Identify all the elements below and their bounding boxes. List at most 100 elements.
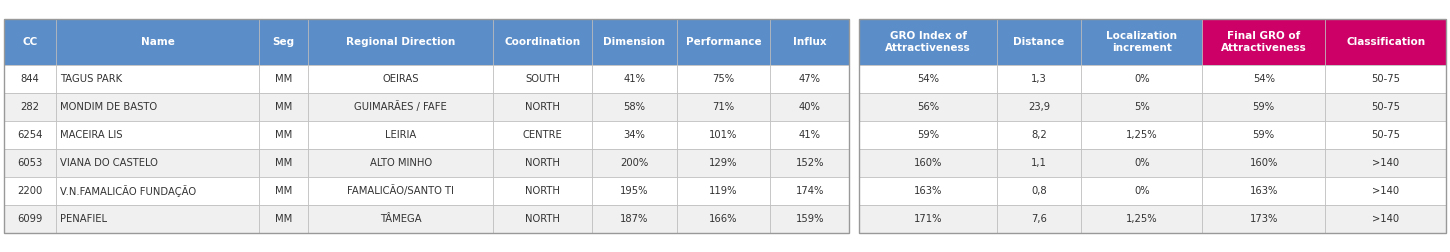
Text: 56%: 56% [916, 102, 940, 112]
Bar [1082, 65, 1202, 93]
Bar [260, 149, 309, 177]
Bar [309, 65, 493, 93]
Bar [770, 121, 850, 149]
Text: 50-75: 50-75 [1372, 130, 1401, 140]
Text: >140: >140 [1372, 158, 1399, 168]
Text: FAMALICÃO/SANTO TI: FAMALICÃO/SANTO TI [347, 185, 454, 197]
Bar [860, 177, 996, 205]
Text: Regional Direction: Regional Direction [347, 37, 455, 47]
Text: Distance: Distance [1014, 37, 1064, 47]
Text: 160%: 160% [1250, 158, 1277, 168]
Bar [860, 19, 1446, 233]
Text: >140: >140 [1372, 186, 1399, 196]
Bar [592, 93, 677, 121]
Bar [677, 205, 770, 233]
Bar [4, 149, 57, 177]
Bar [260, 65, 309, 93]
Bar [592, 177, 677, 205]
Text: 59%: 59% [1253, 102, 1275, 112]
Text: NORTH: NORTH [525, 186, 560, 196]
Bar [860, 205, 996, 233]
Text: 50-75: 50-75 [1372, 102, 1401, 112]
Bar [996, 93, 1082, 121]
Text: 844: 844 [20, 74, 39, 84]
Text: 41%: 41% [624, 74, 645, 84]
Text: 152%: 152% [796, 158, 824, 168]
Bar [592, 149, 677, 177]
Bar [57, 177, 260, 205]
Text: 71%: 71% [712, 102, 735, 112]
Text: MONDIM DE BASTO: MONDIM DE BASTO [59, 102, 157, 112]
Bar [770, 65, 850, 93]
Bar [309, 93, 493, 121]
Bar [1202, 149, 1325, 177]
Bar [677, 65, 770, 93]
Bar [677, 19, 770, 65]
Text: Influx: Influx [793, 37, 826, 47]
Bar [309, 177, 493, 205]
Bar [4, 19, 57, 65]
Text: 174%: 174% [796, 186, 824, 196]
Bar [677, 121, 770, 149]
Bar [1325, 205, 1446, 233]
Text: 160%: 160% [914, 158, 942, 168]
Bar [770, 19, 850, 65]
Text: 8,2: 8,2 [1031, 130, 1047, 140]
Text: 34%: 34% [624, 130, 645, 140]
Bar [1202, 65, 1325, 93]
Bar [592, 121, 677, 149]
Text: 59%: 59% [916, 130, 940, 140]
Text: 40%: 40% [799, 102, 821, 112]
Text: Localization
increment: Localization increment [1106, 31, 1177, 53]
Bar [770, 205, 850, 233]
Bar [57, 93, 260, 121]
Bar [4, 205, 57, 233]
Bar [996, 149, 1082, 177]
Text: 0,8: 0,8 [1031, 186, 1047, 196]
Text: VIANA DO CASTELO: VIANA DO CASTELO [59, 158, 158, 168]
Bar [493, 93, 592, 121]
Bar [996, 205, 1082, 233]
Text: MM: MM [276, 186, 291, 196]
Bar [1325, 93, 1446, 121]
Bar [1325, 177, 1446, 205]
Text: GUIMARÃES / FAFE: GUIMARÃES / FAFE [354, 102, 447, 112]
Text: 1,3: 1,3 [1031, 74, 1047, 84]
Text: 23,9: 23,9 [1028, 102, 1050, 112]
Text: NORTH: NORTH [525, 214, 560, 224]
Text: MM: MM [276, 102, 291, 112]
Text: 50-75: 50-75 [1372, 74, 1401, 84]
Bar [260, 93, 309, 121]
Bar [57, 121, 260, 149]
Text: 2200: 2200 [17, 186, 42, 196]
Bar [260, 121, 309, 149]
Text: 54%: 54% [916, 74, 940, 84]
Text: SOUTH: SOUTH [525, 74, 560, 84]
Bar [860, 19, 996, 65]
Text: 0%: 0% [1134, 158, 1150, 168]
Bar [1325, 121, 1446, 149]
Bar [592, 19, 677, 65]
Text: MACEIRA LIS: MACEIRA LIS [59, 130, 123, 140]
Bar [860, 121, 996, 149]
Text: Dimension: Dimension [603, 37, 666, 47]
Text: Final GRO of
Attractiveness: Final GRO of Attractiveness [1221, 31, 1306, 53]
Text: 195%: 195% [621, 186, 648, 196]
Text: 1,25%: 1,25% [1127, 130, 1157, 140]
Bar [4, 19, 850, 233]
Text: 1,1: 1,1 [1031, 158, 1047, 168]
Text: 163%: 163% [1250, 186, 1277, 196]
Bar [493, 177, 592, 205]
Bar [260, 19, 309, 65]
Bar [860, 65, 996, 93]
Text: MM: MM [276, 74, 291, 84]
Bar [493, 65, 592, 93]
Bar [1202, 177, 1325, 205]
Bar [4, 93, 57, 121]
Bar [4, 177, 57, 205]
Text: CENTRE: CENTRE [522, 130, 563, 140]
Text: 75%: 75% [712, 74, 735, 84]
Text: TÂMEGA: TÂMEGA [380, 214, 422, 224]
Text: TAGUS PARK: TAGUS PARK [59, 74, 122, 84]
Bar [996, 19, 1082, 65]
